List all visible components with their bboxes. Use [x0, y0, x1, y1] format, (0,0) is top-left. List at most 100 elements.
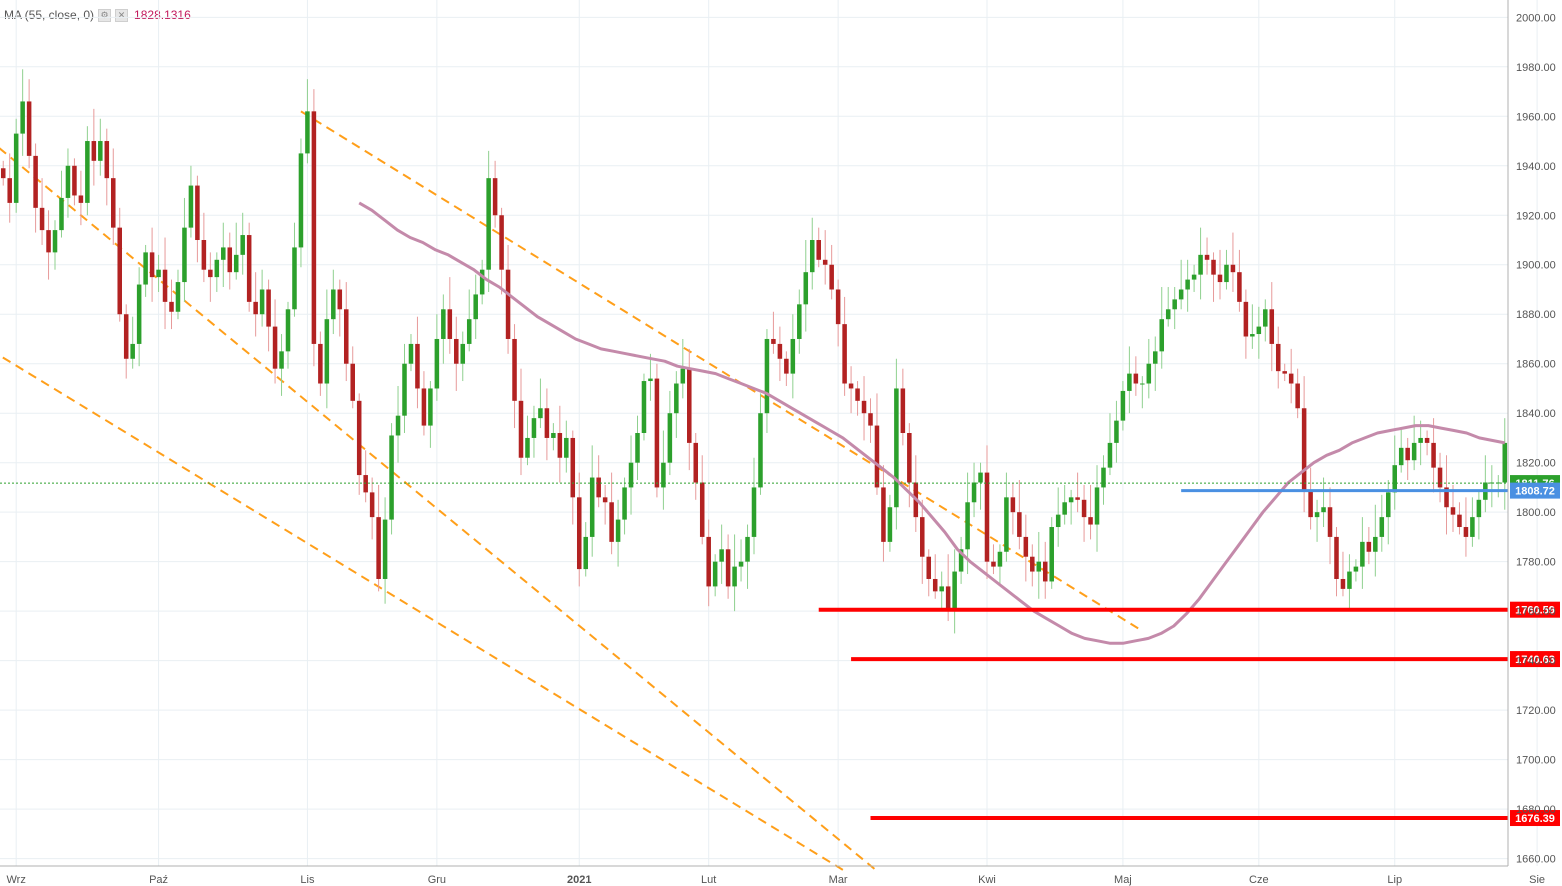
candle-body: [712, 561, 718, 587]
gear-icon[interactable]: ⚙: [98, 8, 112, 22]
candle-body: [259, 289, 265, 315]
candle-body: [182, 227, 187, 283]
candle-body: [855, 388, 860, 401]
candle-body: [1379, 517, 1385, 537]
candle-body: [1010, 497, 1016, 513]
candle-body: [822, 259, 828, 265]
candle-body: [292, 247, 297, 310]
candle-body: [829, 264, 834, 290]
x-tick-label: Lis: [300, 874, 315, 886]
candle-body: [1204, 254, 1210, 260]
candle-body: [848, 383, 854, 389]
candle-body: [887, 507, 893, 542]
candle-body: [790, 338, 796, 374]
candle-body: [1418, 437, 1423, 443]
candle-body: [725, 549, 731, 587]
candle-body: [1282, 371, 1287, 374]
candle-body: [123, 314, 129, 359]
y-tick-label: 1700.00: [1516, 755, 1556, 767]
candle-body: [809, 240, 815, 273]
candle-body: [395, 415, 401, 436]
candle-body: [1217, 274, 1223, 283]
candle-body: [635, 433, 640, 463]
y-tick-label: 1680.00: [1516, 804, 1556, 816]
level-tag-label: 1676.39: [1515, 813, 1555, 825]
candle-body: [1049, 527, 1054, 582]
candle-body: [1146, 363, 1152, 384]
candle-body: [143, 252, 148, 285]
candle-body: [311, 111, 317, 344]
close-icon[interactable]: ✕: [115, 8, 129, 22]
candle-body: [0, 168, 6, 179]
candle-body: [1463, 527, 1469, 537]
y-tick-label: 1900.00: [1516, 260, 1556, 272]
candle-body: [1496, 482, 1501, 484]
candle-body: [952, 571, 957, 612]
candle-body: [85, 141, 90, 203]
level-tag-label: 1760.59: [1515, 605, 1555, 617]
candle-body: [1178, 289, 1184, 300]
candle-body: [551, 433, 556, 438]
candle-body: [589, 477, 595, 537]
candle-body: [1295, 383, 1300, 409]
candle-body: [221, 247, 226, 260]
candle-body: [894, 388, 899, 508]
y-tick-label: 1880.00: [1516, 309, 1556, 321]
x-axis: Wrz Paź Lis Gru 2021 Lut Mar Kwi Maj Cze Lip Sie: [0, 865, 1545, 886]
candle-body: [1334, 536, 1339, 579]
candle-body: [1224, 264, 1229, 283]
candle-body: [1030, 556, 1035, 572]
candle-body: [356, 400, 362, 476]
candle-body: [1308, 489, 1313, 518]
candle-body: [1321, 507, 1326, 513]
candle-body: [1424, 437, 1430, 443]
x-tick-label: Wrz: [7, 874, 26, 886]
candle-body: [1457, 514, 1462, 528]
candle-body: [188, 185, 194, 228]
candle-body: [1327, 507, 1333, 537]
candle-body: [661, 462, 666, 488]
candle-body: [1230, 264, 1236, 273]
candle-body: [674, 383, 679, 414]
candle-body: [318, 343, 323, 384]
candle-body: [1017, 512, 1022, 537]
candle-body: [39, 207, 45, 231]
candle-body: [454, 338, 459, 364]
candle-body: [900, 388, 906, 433]
candle-body: [1250, 334, 1255, 337]
candle-body: [1068, 497, 1074, 503]
candle-body: [46, 230, 51, 253]
candle-body: [1386, 492, 1391, 518]
candle-body: [1094, 487, 1100, 525]
y-tick-label: 1760.00: [1516, 606, 1556, 618]
candle-body: [331, 289, 336, 320]
candle-body: [473, 294, 478, 320]
candle-body: [266, 289, 271, 327]
candle-body: [971, 482, 977, 503]
candles: [0, 69, 1508, 634]
candle-body: [149, 252, 155, 278]
candle-body: [110, 178, 116, 228]
candle-body: [91, 141, 97, 161]
candle-body: [1042, 561, 1048, 582]
candle-body: [648, 378, 653, 382]
candle-body: [1353, 566, 1359, 572]
candle-body: [104, 141, 110, 179]
candle-body: [596, 477, 601, 498]
candle-body: [920, 517, 925, 557]
x-tick-label: Sie: [1529, 874, 1545, 886]
candle-body: [169, 301, 174, 312]
candle-body: [641, 381, 647, 433]
candle-body: [369, 492, 375, 518]
candle-body: [978, 472, 983, 483]
candle-body: [732, 566, 737, 587]
candle-body: [1288, 373, 1294, 384]
candle-body: [667, 413, 673, 463]
y-tick-label: 1840.00: [1516, 408, 1556, 420]
level-tag: [1510, 810, 1560, 827]
trendline: [0, 354, 846, 872]
candle-body: [1398, 447, 1404, 466]
candle-body: [233, 254, 239, 273]
candle-body: [881, 487, 886, 542]
